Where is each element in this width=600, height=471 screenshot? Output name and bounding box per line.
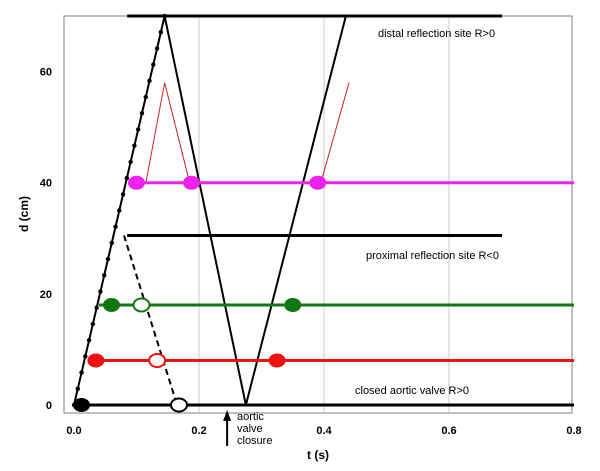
valve-closure-arrow (223, 410, 232, 446)
level-lines (92, 181, 574, 363)
marker-magenta-8 (128, 175, 145, 190)
x-tick-label-1: 0.2 (191, 425, 206, 437)
y-tick-label-0: 0 (46, 400, 52, 412)
wave-dot-10 (109, 240, 114, 246)
markers (73, 175, 327, 413)
marker-black-1 (170, 397, 188, 413)
wave-dot-12 (117, 208, 122, 213)
plot-area (63, 15, 573, 414)
y-tick-label-1: 20 (40, 289, 52, 301)
tick-labels: 0.0 0.2 0.4 0.6 0.8 0 20 40 60 (40, 67, 582, 437)
wave-dot-9 (105, 256, 111, 262)
wave-dot-16 (132, 143, 137, 148)
marker-red-4 (268, 353, 286, 368)
y-axis-label: d (cm) (17, 196, 31, 232)
annotation-proximal-site: proximal reflection site R<0 (366, 250, 499, 262)
wave-dot-11 (113, 224, 118, 229)
wave-dot-4 (86, 337, 92, 343)
wave-dot-6 (94, 305, 99, 310)
wave-dot-8 (102, 273, 107, 278)
wave-dot-15 (128, 159, 133, 165)
wave-dot-3 (83, 354, 88, 359)
marker-green-7 (284, 297, 302, 312)
marker-magenta-10 (309, 175, 327, 190)
marker-red-3 (148, 353, 167, 369)
wave-dot-17 (135, 127, 141, 132)
x-axis-label: t (s) (307, 448, 329, 462)
wave-dot-5 (90, 321, 96, 327)
wave-line-5 (320, 82, 350, 183)
x-tick-label-3: 0.6 (441, 425, 456, 437)
y-tick-label-3: 60 (40, 67, 52, 79)
grid (198, 16, 450, 413)
wave-dot-14 (124, 175, 130, 181)
wave-dot-2 (79, 370, 84, 375)
marker-red-2 (87, 353, 105, 368)
annotation-closure: closure (237, 435, 272, 447)
wave-dot-7 (98, 289, 103, 294)
annotation-closed-valve: closed aortic valve R>0 (355, 385, 469, 397)
annotation-aortic: aortic (237, 411, 264, 423)
wave-dot-18 (139, 111, 145, 116)
annotation-distal-site: distal reflection site R>0 (378, 28, 495, 40)
wave-dot-20 (147, 78, 152, 84)
marker-green-6 (132, 297, 151, 313)
x-tick-label-0: 0.0 (66, 425, 81, 437)
x-tick-label-4: 0.8 (566, 425, 581, 437)
reflection-site-lines (74, 14, 574, 407)
wave-dot-13 (120, 192, 126, 197)
wave-line-1 (163, 15, 247, 406)
wave-dot-22 (154, 46, 160, 51)
x-tick-label-2: 0.4 (316, 425, 332, 437)
y-tick-label-2: 40 (40, 178, 52, 190)
marker-black-0 (73, 398, 90, 412)
wave-dot-21 (151, 62, 156, 67)
wave-line-4 (145, 82, 191, 183)
wave-dot-1 (75, 386, 80, 391)
wave-dot-19 (143, 94, 148, 100)
marker-magenta-9 (183, 175, 200, 190)
wave-dot-23 (158, 30, 164, 35)
annotation-valve: valve (237, 423, 263, 435)
wave-line-2 (244, 15, 347, 406)
arrow-head (223, 410, 232, 421)
wave-lines (71, 13, 350, 408)
marker-green-5 (103, 297, 120, 312)
